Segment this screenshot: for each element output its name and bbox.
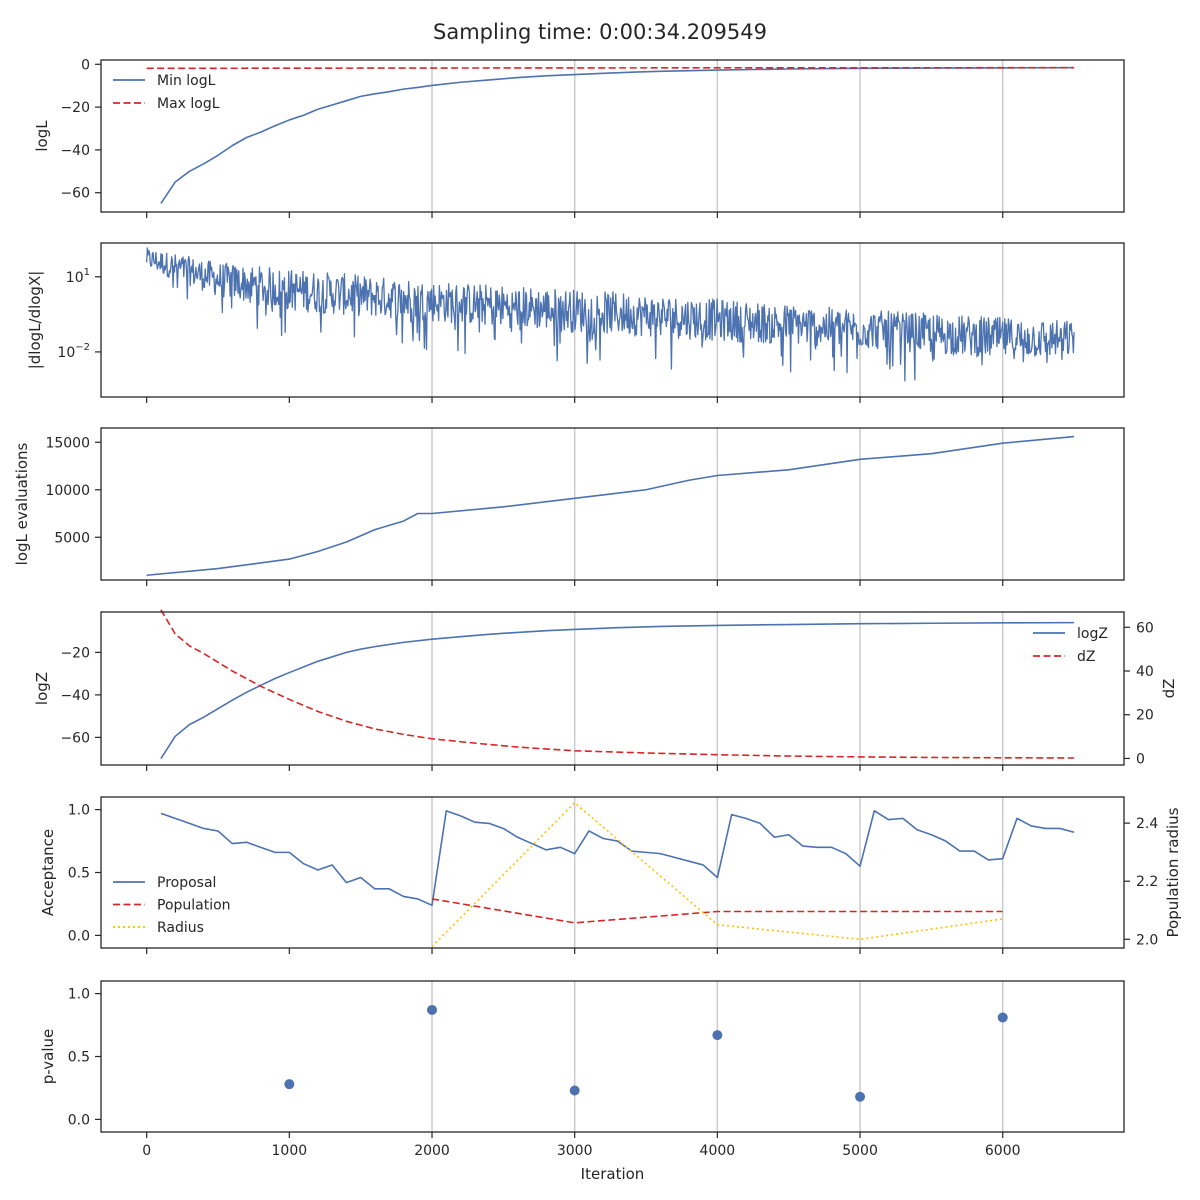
x-tick-label: 6000 [985,1143,1021,1159]
y-tick-label: 101 [66,267,90,286]
y-axis-label-right: dZ [1160,679,1178,699]
y-tick-label-right: 60 [1136,620,1154,636]
pvalue-point [284,1079,295,1090]
y-tick-label: 0.0 [68,928,90,944]
panel-pvalue: 0 1000 2000 3000 4000 5000 6000 0.0 0.5 1.0 p-valu… [39,980,1125,1183]
y-axis-label: Acceptance [39,829,57,916]
pvalue-point [427,1004,438,1015]
x-tick-label: 1000 [272,1143,308,1159]
y-axis-label-right: Population radius [1164,807,1182,937]
panel-dlogl_dlogx: 101 10−2 |dlogL/dlogX| [26,242,1125,403]
legend-label: Radius [157,920,204,936]
y-tick-label-right: 2.4 [1136,816,1158,832]
y-axis-label: logZ [33,672,51,705]
panel-loglikelihood: 0 −20 −40 −60 logL Min logL Max logL [33,57,1125,218]
x-tick-label: 2000 [414,1143,450,1159]
legend-logl: Min logL Max logL [113,73,220,112]
panel-acceptance: 0.0 0.5 1.0 2.0 2.2 2.4 Acceptance Population r… [39,796,1182,954]
x-tick-label: 4000 [700,1143,736,1159]
y-tick-label: 1.0 [68,803,90,819]
legend-label: Max logL [157,96,220,112]
y-tick-label: −40 [60,143,90,159]
axes-frame [100,242,1125,398]
proposal-line [160,810,1075,907]
y-tick-label: −60 [60,186,90,202]
x-tick-label: 0 [142,1143,151,1159]
x-axis-label: Iteration [581,1165,645,1183]
legend-label: Population [157,898,231,914]
y-tick-label: 10000 [45,483,90,499]
legend-label: Proposal [157,875,216,891]
y-tick-label: 0.5 [68,1050,90,1066]
radius-line [431,802,1003,948]
y-tick-label-right: 20 [1136,708,1154,724]
y-tick-label: 10−2 [57,342,90,361]
y-tick-label: 0 [81,57,90,73]
max-logl-line [146,66,1075,70]
legend-label: logZ [1077,626,1108,642]
x-tick-label: 3000 [557,1143,593,1159]
figure-title: Sampling time: 0:00:34.209549 [433,20,767,44]
y-tick-label: 0.5 [68,866,90,882]
axes-frame [100,59,1125,213]
y-tick-label: 1.0 [68,987,90,1003]
axes-frame [100,427,1125,581]
pvalue-point [997,1012,1008,1023]
y-tick-label: −40 [60,688,90,704]
panel-logl_evaluations: 5000 10000 15000 logL evaluations [13,427,1125,586]
legend-evidence: logZ dZ [1033,626,1108,665]
pvalue-point [855,1091,866,1102]
axes-frame [100,611,1125,766]
y-tick-label: 0.0 [68,1112,90,1128]
pvalue-point [712,1030,723,1041]
y-axis-label: logL evaluations [13,442,31,565]
y-tick-label: 5000 [54,530,90,546]
y-tick-label-right: 40 [1136,664,1154,680]
legend-acceptance: Proposal Population Radius [113,875,231,936]
y-axis-label: |dlogL/dlogX| [26,271,44,370]
legend-label: dZ [1077,649,1095,665]
legend-label: Min logL [157,73,216,89]
y-tick-label: −20 [60,645,90,661]
dlogl-trace [146,247,1075,382]
y-tick-label-right: 0 [1136,751,1145,767]
y-axis-label: logL [33,120,51,152]
min-logl-line [160,66,1075,204]
panel-evidence: −20 −40 −60 0 20 40 60 logZ dZ logZ dZ [33,609,1178,771]
x-tick-label: 5000 [842,1143,878,1159]
y-tick-label: 15000 [45,435,90,451]
y-tick-label: −20 [60,100,90,116]
pvalue-point [569,1085,580,1096]
dz-line [160,609,1075,759]
y-tick-label-right: 2.2 [1136,874,1158,890]
evaluations-line [146,435,1075,577]
y-tick-label-right: 2.0 [1136,932,1158,948]
logz-line [160,621,1075,760]
axes-frame [100,980,1125,1133]
y-axis-label: p-value [39,1029,57,1085]
axes-frame [100,796,1125,949]
y-tick-label: −60 [60,730,90,746]
population-line [431,898,1003,924]
